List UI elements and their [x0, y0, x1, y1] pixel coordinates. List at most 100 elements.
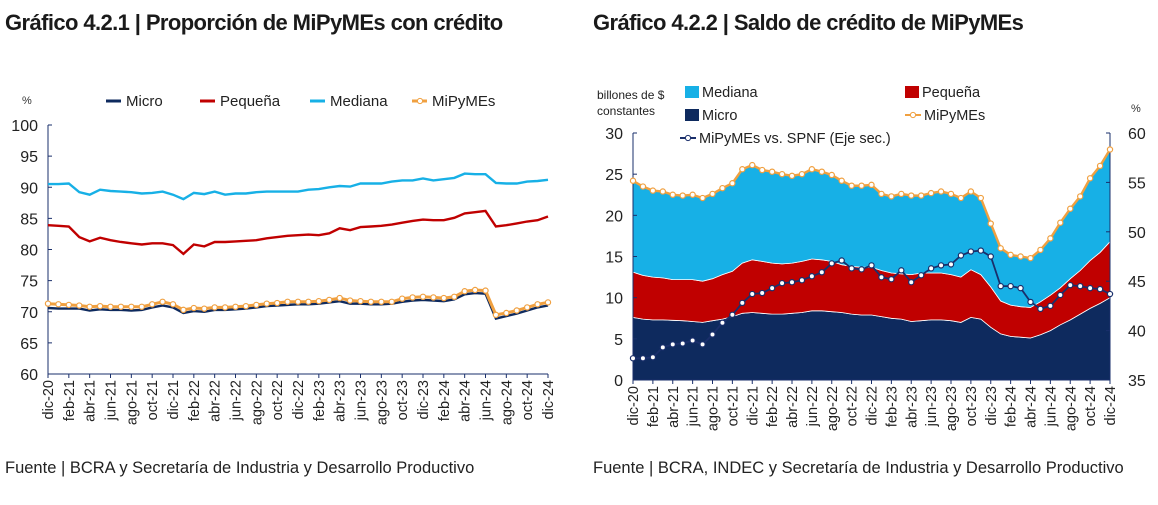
data-point-mipymes-vs-spnf-eje-sec [749, 290, 756, 298]
data-point-mipymes-vs-spnf-eje-sec [1057, 291, 1064, 299]
data-point-mipymes [788, 172, 796, 180]
x-tick-label: jun-21 [686, 386, 702, 427]
data-point-mipymes [848, 182, 855, 189]
y-tick-label: 65 [20, 336, 38, 353]
series-line-pequena [47, 209, 549, 256]
data-point-mipymes [326, 296, 333, 304]
x-tick-label: jun-22 [229, 380, 245, 421]
data-point-mipymes [461, 288, 468, 295]
data-point-mipymes-vs-spnf-eje-sec [699, 341, 706, 348]
data-point-mipymes [86, 303, 93, 310]
x-tick-label: abr-21 [83, 380, 99, 422]
data-point-mipymes [273, 299, 281, 307]
data-point-mipymes-vs-spnf-eje-sec [679, 340, 686, 347]
x-tick-label: abr-22 [208, 380, 224, 422]
y-tick-label: 75 [20, 274, 38, 291]
y2-axis-unit-label: % [1131, 103, 1141, 115]
data-point-mipymes-vs-spnf-eje-sec [669, 341, 676, 348]
x-tick-label: dic-22 [291, 380, 307, 420]
legend-marker [909, 111, 917, 119]
data-point-mipymes [201, 305, 208, 312]
data-point-mipymes-vs-spnf-eje-sec [947, 261, 955, 268]
data-point-mipymes-vs-spnf-eje-sec [1027, 298, 1034, 306]
right-chart-title: Gráfico 4.2.2 | Saldo de crédito de MiPy… [593, 10, 1024, 35]
x-tick-label: feb-24 [1004, 386, 1020, 427]
data-point-mipymes [818, 168, 826, 175]
data-point-mipymes [534, 301, 541, 308]
x-tick-label: oct-21 [145, 380, 161, 420]
data-point-mipymes [967, 188, 975, 195]
x-tick-label: ago-21 [706, 386, 722, 431]
data-point-mipymes [1037, 246, 1044, 254]
legend-marker [684, 134, 692, 142]
data-point-mipymes [709, 190, 716, 198]
x-tick-label: abr-24 [458, 380, 474, 422]
data-point-mipymes [242, 302, 250, 310]
data-point-mipymes [440, 294, 448, 302]
data-point-mipymes [749, 161, 756, 169]
x-tick-label: feb-22 [765, 386, 781, 427]
data-point-mipymes [1017, 253, 1024, 260]
data-point-mipymes-vs-spnf-eje-sec [709, 331, 716, 338]
data-point-mipymes-vs-spnf-eje-sec [729, 311, 736, 318]
x-tick-label: abr-24 [1024, 386, 1040, 428]
data-point-mipymes [492, 311, 500, 319]
data-point-mipymes-vs-spnf-eje-sec [1106, 290, 1114, 298]
data-point-mipymes [689, 191, 696, 198]
x-tick-label: abr-23 [904, 386, 920, 428]
x-tick-label: oct-24 [1083, 386, 1099, 426]
x-tick-label: dic-20 [41, 380, 57, 420]
x-tick-label: dic-21 [745, 386, 761, 426]
x-tick-label: ago-23 [374, 380, 390, 425]
data-point-mipymes-vs-spnf-eje-sec [1067, 281, 1074, 289]
data-point-mipymes [977, 194, 985, 202]
data-point-mipymes-vs-spnf-eje-sec [1096, 285, 1104, 293]
y-tick-label: 20 [605, 208, 623, 225]
data-point-mipymes [138, 303, 145, 310]
x-tick-label: ago-24 [499, 380, 515, 425]
data-point-mipymes-vs-spnf-eje-sec [997, 282, 1004, 290]
data-point-mipymes [888, 193, 895, 200]
data-point-mipymes-vs-spnf-eje-sec [818, 269, 826, 276]
data-point-mipymes [798, 170, 806, 178]
data-point-mipymes [987, 220, 994, 227]
data-point-mipymes-vs-spnf-eje-sec [858, 266, 865, 273]
x-tick-label: ago-21 [124, 380, 140, 425]
data-point-mipymes [128, 303, 135, 310]
x-tick-label: jun-24 [1043, 386, 1059, 427]
data-point-mipymes-vs-spnf-eje-sec [967, 248, 975, 255]
x-tick-label: feb-21 [62, 380, 78, 421]
data-point-mipymes [159, 298, 166, 305]
y2-tick-label: 45 [1128, 274, 1146, 291]
data-point-mipymes-vs-spnf-eje-sec [828, 260, 835, 267]
data-point-mipymes [739, 166, 746, 173]
data-point-mipymes-vs-spnf-eje-sec [838, 257, 845, 264]
data-point-mipymes [719, 184, 726, 192]
y-axis-unit-label: billones de $ [597, 88, 665, 102]
x-tick-label: abr-21 [666, 386, 682, 428]
x-tick-label: oct-22 [845, 386, 861, 426]
data-point-mipymes-vs-spnf-eje-sec [739, 299, 746, 307]
data-point-mipymes-vs-spnf-eje-sec [898, 267, 905, 274]
legend-swatch-micro [685, 109, 699, 121]
y2-tick-label: 35 [1128, 373, 1146, 390]
legend-swatch-mediana [685, 86, 699, 98]
data-point-mipymes [76, 302, 83, 309]
data-point-mipymes-vs-spnf-eje-sec [917, 272, 925, 279]
y-tick-label: 60 [20, 367, 38, 384]
data-point-mipymes [768, 168, 776, 175]
legend-label-pequena: Pequeña [220, 93, 281, 110]
data-point-mipymes-vs-spnf-eje-sec [878, 274, 885, 281]
x-tick-label: oct-23 [964, 386, 980, 426]
data-point-mipymes-vs-spnf-eje-sec [1086, 284, 1094, 292]
data-point-mipymes [947, 190, 955, 198]
x-tick-label: oct-21 [725, 386, 741, 426]
left-chart-title: Gráfico 4.2.1 | Proporción de MiPyMEs co… [5, 10, 503, 35]
data-point-mipymes-vs-spnf-eje-sec [719, 319, 726, 326]
x-tick-label: feb-23 [884, 386, 900, 427]
data-point-mipymes-vs-spnf-eje-sec [927, 265, 935, 272]
data-point-mipymes [729, 180, 736, 187]
data-point-mipymes [1096, 162, 1104, 170]
data-point-mipymes [908, 192, 915, 199]
